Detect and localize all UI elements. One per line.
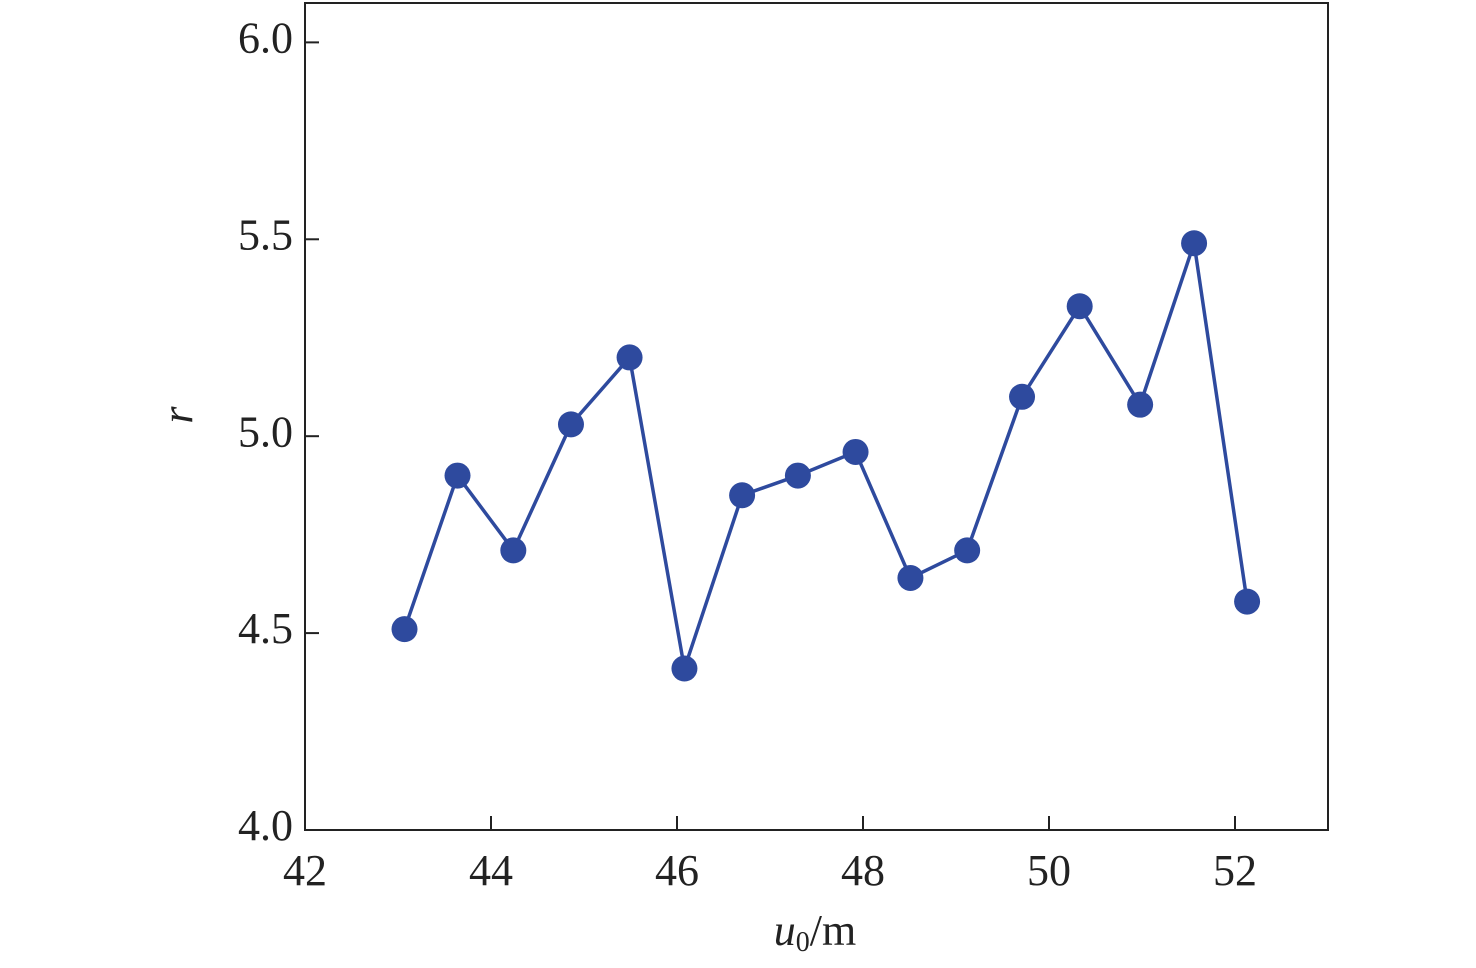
x-tick-label: 50 (1027, 846, 1071, 895)
x-tick-label: 48 (841, 846, 885, 895)
y-tick-label: 4.5 (238, 604, 293, 653)
x-label-unit: /m (810, 906, 856, 955)
marker (391, 616, 418, 643)
marker (671, 655, 698, 682)
marker (1234, 588, 1261, 615)
marker (444, 462, 471, 489)
x-tick-label: 42 (283, 846, 327, 895)
x-label-var: u (774, 906, 796, 955)
y-tick-label: 6.0 (238, 13, 293, 62)
marker (616, 344, 643, 371)
marker (954, 537, 981, 564)
marker (784, 462, 811, 489)
marker (842, 438, 869, 465)
marker (1127, 391, 1154, 418)
y-tick-label: 5.5 (238, 210, 293, 259)
x-tick-label: 46 (655, 846, 699, 895)
y-axis-label: r (153, 406, 202, 424)
x-tick-label: 44 (469, 846, 513, 895)
y-tick-label: 5.0 (238, 407, 293, 456)
y-tick-label: 4.0 (238, 801, 293, 850)
line (402, 242, 1249, 670)
x-tick-label: 52 (1213, 846, 1257, 895)
marker (729, 482, 756, 509)
marker (1009, 383, 1036, 410)
marker (1066, 293, 1093, 320)
x-axis-label: u0/m (774, 906, 856, 958)
plot-frame (304, 2, 1329, 831)
marker (1181, 230, 1208, 257)
marker (500, 537, 527, 564)
x-label-sub: 0 (796, 927, 810, 958)
marker (897, 564, 924, 591)
marker (557, 411, 584, 438)
